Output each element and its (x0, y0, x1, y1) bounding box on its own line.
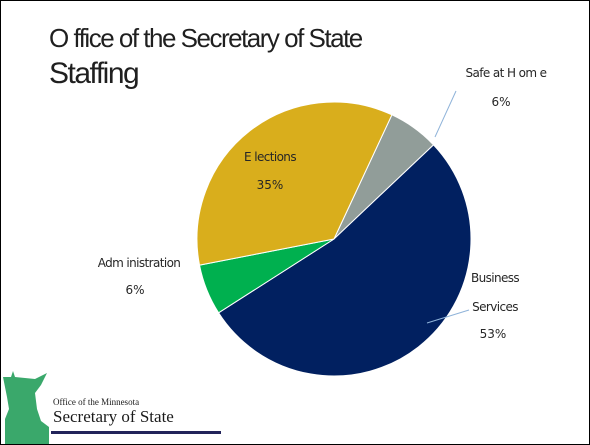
slice-label-elections: E lections (244, 150, 296, 164)
pie-slice-business-services (217, 144, 472, 377)
leader-line-safe-at-home (434, 90, 457, 138)
slice-value-administration: 6% (125, 283, 144, 297)
minnesota-map-icon (3, 371, 49, 444)
org-name-small: Office of the Minnesota (53, 397, 140, 407)
slice-label-administration: Adm inistration (98, 256, 181, 270)
slice-label-business-services: Business (471, 271, 519, 285)
slice-label-safe-at-home: Safe at H om e (466, 66, 547, 80)
footer-divider (51, 431, 221, 434)
slice-value-safe-at-home: 6% (491, 95, 510, 109)
slice-label-business-services: Services (472, 300, 518, 314)
leader-line-business-services (426, 309, 470, 324)
org-name-large: Secretary of State (53, 407, 174, 426)
slide-title: O ffice of the Secretary of State (49, 23, 363, 53)
slice-value-elections: 35% (257, 178, 284, 192)
slide-subtitle: Staffing (49, 57, 140, 90)
pie-slice-elections (196, 101, 393, 266)
slice-value-business-services: 53% (480, 327, 507, 341)
